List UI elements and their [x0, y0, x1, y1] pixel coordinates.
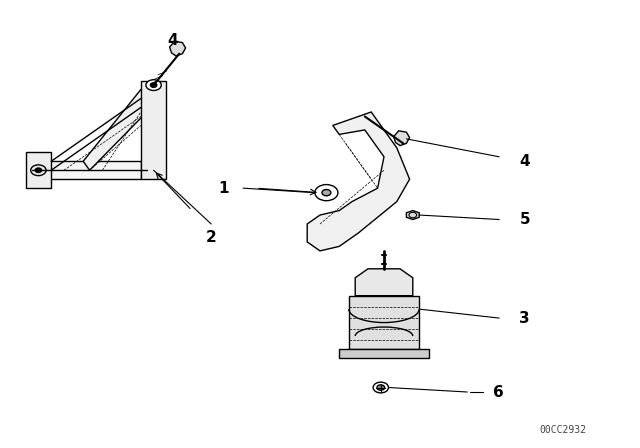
Polygon shape [141, 81, 166, 179]
Text: 4: 4 [520, 154, 530, 169]
Circle shape [150, 83, 157, 87]
Polygon shape [339, 349, 429, 358]
Circle shape [146, 80, 161, 90]
Circle shape [377, 385, 385, 390]
Text: 00CC2932: 00CC2932 [540, 425, 587, 435]
Polygon shape [170, 41, 186, 56]
Circle shape [322, 190, 331, 196]
Circle shape [315, 185, 338, 201]
Text: 6: 6 [493, 384, 504, 400]
Text: 1: 1 [219, 181, 229, 196]
Text: 5: 5 [520, 212, 530, 227]
Polygon shape [26, 152, 51, 188]
Polygon shape [349, 296, 419, 349]
Polygon shape [406, 211, 419, 220]
Polygon shape [394, 131, 410, 146]
Circle shape [35, 168, 42, 172]
Polygon shape [307, 112, 410, 251]
Circle shape [373, 382, 388, 393]
Polygon shape [355, 269, 413, 296]
Text: 3: 3 [520, 310, 530, 326]
Polygon shape [32, 161, 141, 179]
Polygon shape [83, 90, 160, 170]
Text: 4: 4 [168, 33, 178, 48]
Text: 2: 2 [206, 230, 216, 245]
